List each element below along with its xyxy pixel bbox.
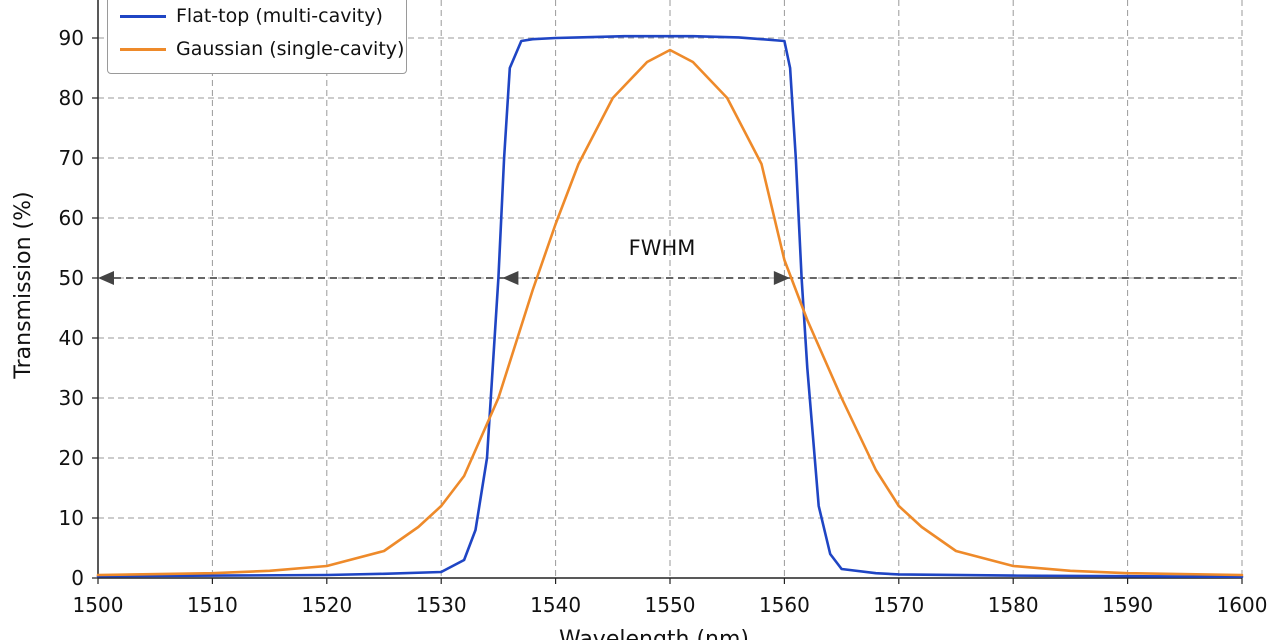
y-tick-label: 40 <box>59 326 84 350</box>
x-tick-label: 1520 <box>301 593 352 617</box>
legend-label-gaussian: Gaussian (single-cavity) <box>176 38 405 60</box>
y-tick-label: 90 <box>59 26 84 50</box>
x-tick-label: 1560 <box>759 593 810 617</box>
y-tick-label: 0 <box>71 566 84 590</box>
y-tick-label: 50 <box>59 266 84 290</box>
x-tick-label: 1580 <box>988 593 1039 617</box>
y-axis-label: Transmission (%) <box>11 191 36 379</box>
y-tick-label: 20 <box>59 446 84 470</box>
x-tick-label: 1570 <box>873 593 924 617</box>
x-tick-label: 1540 <box>530 593 581 617</box>
x-tick-label: 1600 <box>1217 593 1268 617</box>
tick-labels: 1500 1510 1520 1530 1540 1550 1560 1570 1580 1590… <box>59 26 1268 617</box>
series-lines <box>96 34 1244 579</box>
fwhm-arrow-right <box>773 271 790 285</box>
legend-item-gaussian: Gaussian (single-cavity) <box>120 36 404 62</box>
fwhm-arrow-left <box>98 271 114 285</box>
legend: Flat-top (multi-cavity) Gaussian (single… <box>107 0 407 74</box>
y-tick-label: 60 <box>59 206 84 230</box>
y-tick-label: 70 <box>59 146 84 170</box>
x-tick-label: 1500 <box>73 593 124 617</box>
fwhm-annotation: FWHM <box>98 236 1242 285</box>
legend-swatch-flat-top <box>120 14 166 18</box>
legend-swatch-gaussian <box>120 47 166 51</box>
y-tick-label: 10 <box>59 506 84 530</box>
fwhm-label: FWHM <box>629 236 696 260</box>
x-tick-label: 1550 <box>645 593 696 617</box>
x-axis-label: Wavelength (nm) <box>559 627 749 640</box>
series-line-flat-top <box>96 34 1244 579</box>
legend-item-flat-top: Flat-top (multi-cavity) <box>120 3 383 29</box>
legend-label-flat-top: Flat-top (multi-cavity) <box>176 5 383 27</box>
axes <box>92 0 1243 584</box>
x-tick-label: 1590 <box>1102 593 1153 617</box>
x-tick-label: 1510 <box>187 593 238 617</box>
y-tick-label: 80 <box>59 86 84 110</box>
fwhm-arrow-inner <box>502 271 519 285</box>
series-line-gaussian <box>96 48 1244 577</box>
grid <box>98 0 1243 578</box>
x-tick-label: 1530 <box>416 593 467 617</box>
y-tick-label: 30 <box>59 386 84 410</box>
